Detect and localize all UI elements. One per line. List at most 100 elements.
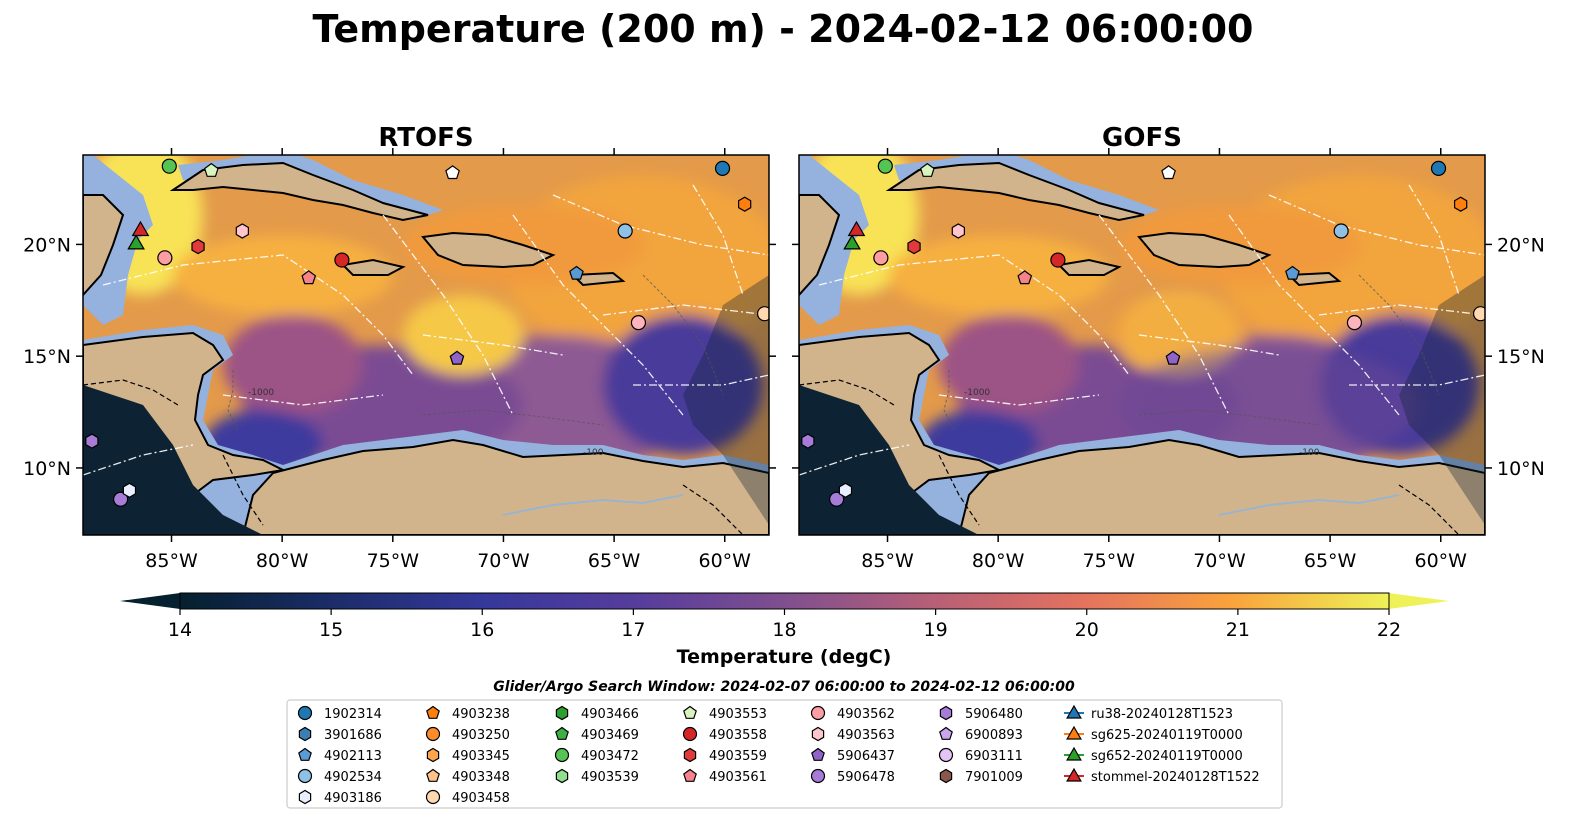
marker-5906437 [449, 350, 465, 365]
marker-4903539 [157, 250, 173, 266]
marker-4903539 [873, 250, 889, 266]
legend-marker [938, 747, 954, 763]
legend-marker [554, 747, 570, 763]
legend-label: 5906478 [837, 770, 895, 785]
marker-4903472 [161, 158, 177, 174]
panel-title-gofs: GOFS [1102, 123, 1182, 153]
legend-label: 4903458 [452, 791, 510, 806]
x-tick-label: 70°W [1193, 550, 1246, 572]
legend-item-4903345: 4903345 [426, 747, 510, 764]
legend-label: 4903345 [452, 749, 510, 764]
legend-label: ru38-20240128T1523 [1091, 707, 1233, 722]
legend-label: 4903563 [837, 728, 895, 743]
marker-4903562 [1346, 315, 1363, 331]
colorbar: 14 15 16 17 18 19 20 21 22 Temperature (degC) [120, 592, 1449, 668]
y-tick-label-left: 20°N [23, 234, 71, 256]
marker-5906437 [1165, 350, 1181, 365]
y-tick-label-right: 15°N [1497, 346, 1545, 368]
legend-item-stommel-20240128T1522: stommel-20240128T1522 [1064, 767, 1260, 785]
marker-4903472 [877, 158, 893, 174]
legend-label: 4903553 [709, 707, 767, 722]
panel-gofs: -1000 -100 [798, 154, 1486, 536]
legend-item-4903466: 4903466 [555, 705, 639, 722]
legend-item-sg652-20240119T0000: sg652-20240119T0000 [1064, 746, 1243, 764]
legend-marker [1066, 725, 1082, 740]
legend-item-4903561: 4903561 [683, 768, 767, 785]
legend-marker [555, 768, 569, 784]
marker-sg652-20240119T0000 [843, 234, 861, 250]
legend-marker [555, 705, 569, 721]
marker-4903561 [301, 270, 317, 285]
colorbar-tick-label: 18 [772, 619, 796, 641]
legend-marker [1066, 767, 1082, 782]
marker-4903561 [1017, 270, 1033, 285]
legend-label: 5906437 [837, 749, 895, 764]
legend-marker [811, 726, 825, 742]
marker-4903186 [838, 482, 853, 498]
colorbar-tick-label: 17 [621, 619, 645, 641]
marker-4903553 [203, 162, 219, 177]
legend-label: 4903469 [581, 728, 639, 743]
marker-4903186 [122, 482, 137, 498]
marker-5906478 [113, 491, 129, 507]
legend-marker [1066, 746, 1082, 761]
panel-frame [798, 154, 1486, 536]
y-tick-label-left: 15°N [23, 346, 71, 368]
contour-label: -100 [1299, 448, 1320, 458]
marker-4903453 [737, 196, 752, 212]
legend-marker [810, 705, 826, 721]
marker-4903553 [919, 162, 935, 177]
legend-marker [939, 726, 953, 740]
legend-item-6900893: 6900893 [939, 726, 1023, 743]
legend-marker [426, 747, 440, 763]
marker-4902113 [1285, 265, 1300, 280]
legend-marker [810, 768, 826, 784]
legend-label: 4903238 [452, 707, 510, 722]
legend-frame [286, 699, 1283, 809]
x-tick-label: 60°W [1415, 550, 1468, 572]
marker-4903563 [951, 223, 965, 239]
marker-4903458 [756, 306, 769, 322]
marker-4903559 [907, 238, 921, 255]
x-tick-label: 85°W [861, 550, 914, 572]
legend-marker [683, 768, 697, 782]
legend-marker [683, 705, 697, 719]
x-tick-label: 85°W [145, 550, 198, 572]
legend-item-4903238: 4903238 [426, 705, 510, 722]
marker-sg652-20240119T0000 [127, 234, 145, 250]
legend-item-4903250: 4903250 [425, 726, 510, 743]
panel-frame [82, 154, 770, 536]
legend-marker [1066, 704, 1082, 719]
marker-4903562 [630, 315, 647, 331]
marker-4902113 [569, 265, 584, 280]
colorbar-extend-low [120, 593, 180, 609]
legend-marker [555, 726, 569, 740]
colorbar-tick-label: 16 [470, 619, 494, 641]
x-tick-label: 65°W [1304, 550, 1357, 572]
legend-item-4903559: 4903559 [683, 747, 767, 764]
legend-label: 4903186 [324, 791, 382, 806]
contour-label: -1000 [248, 388, 274, 398]
legend-item-4903348: 4903348 [426, 768, 510, 785]
colorbar-tick-label: 22 [1377, 619, 1401, 641]
legend-item-4903469: 4903469 [555, 726, 639, 743]
legend-label: 3901686 [324, 728, 382, 743]
legend-item-4903563: 4903563 [811, 726, 895, 743]
panel-rtofs: -1000 -100 [82, 154, 770, 536]
legend-label: 4903561 [709, 770, 767, 785]
legend-item-6903111: 6903111 [938, 747, 1023, 764]
legend-label: 4903558 [709, 728, 767, 743]
legend-label: 7901009 [965, 770, 1023, 785]
legend-item-5906437: 5906437 [811, 747, 895, 764]
legend-marker [683, 747, 697, 763]
colorbar-tick-label: 20 [1075, 619, 1099, 641]
legend-label: stommel-20240128T1522 [1091, 770, 1260, 785]
legend-item-4903553: 4903553 [683, 705, 767, 722]
marker-4902534 [1333, 223, 1349, 239]
legend-label: 5906480 [965, 707, 1023, 722]
marker-5906478 [829, 491, 845, 507]
legend-label: 4903562 [837, 707, 895, 722]
marker-stommel-20240128T1522 [131, 220, 150, 237]
legend-label: 4903466 [581, 707, 639, 722]
y-tick-label-right: 10°N [1497, 458, 1545, 480]
